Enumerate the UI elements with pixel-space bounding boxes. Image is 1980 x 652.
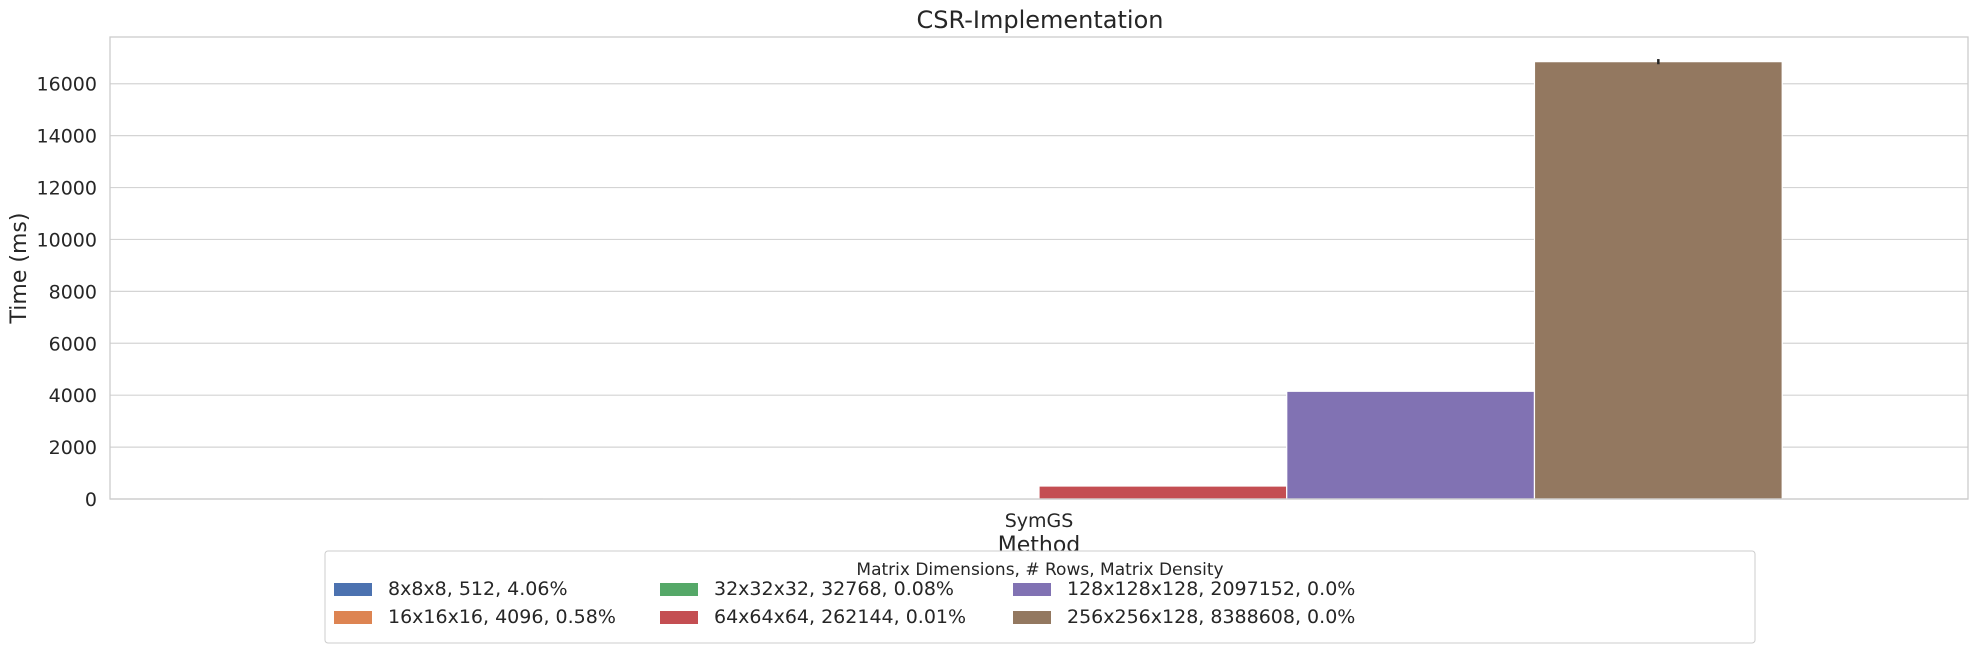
legend-item: 256x256x128, 8388608, 0.0%	[1013, 606, 1355, 628]
x-tick-label: SymGS	[1005, 510, 1074, 532]
y-tick-label: 14000	[37, 126, 97, 148]
y-tick-label: 10000	[37, 229, 97, 251]
legend-label: 64x64x64, 262144, 0.01%	[714, 606, 966, 628]
legend-items: 8x8x8, 512, 4.06% 16x16x16, 4096, 0.58% 32…	[334, 578, 1355, 628]
legend-item: 64x64x64, 262144, 0.01%	[660, 606, 966, 628]
y-tick-label: 8000	[49, 281, 97, 303]
bars	[295, 59, 1783, 500]
legend-label: 8x8x8, 512, 4.06%	[388, 578, 568, 600]
y-axis-ticks: 0 2000 4000 6000 8000 10000 12000 14000 16000	[37, 74, 97, 511]
chart-title: CSR-Implementation	[917, 6, 1164, 34]
y-tick-label: 12000	[37, 178, 97, 200]
y-tick-label: 2000	[49, 437, 97, 459]
y-axis-label: Time (ms)	[7, 213, 32, 325]
grid-lines	[110, 83, 1968, 500]
y-tick-label: 16000	[37, 74, 97, 96]
legend-label: 32x32x32, 32768, 0.08%	[714, 578, 954, 600]
legend-title: Matrix Dimensions, # Rows, Matrix Densit…	[856, 560, 1223, 580]
y-tick-label: 0	[85, 489, 97, 511]
legend-swatch	[334, 611, 372, 624]
plot-frame	[109, 36, 1969, 500]
legend-swatch	[334, 583, 372, 596]
legend-item: 16x16x16, 4096, 0.58%	[334, 606, 616, 628]
legend-swatch	[1013, 611, 1051, 624]
legend-item: 32x32x32, 32768, 0.08%	[660, 578, 954, 600]
legend-label: 256x256x128, 8388608, 0.0%	[1067, 606, 1355, 628]
bar	[1286, 390, 1536, 500]
bar	[1038, 485, 1288, 500]
legend-label: 16x16x16, 4096, 0.58%	[388, 606, 616, 628]
bar	[1533, 61, 1783, 500]
legend-item: 8x8x8, 512, 4.06%	[334, 578, 568, 600]
legend-swatch	[660, 611, 698, 624]
x-axis-ticks: SymGS	[1005, 510, 1074, 532]
legend-swatch	[660, 583, 698, 596]
legend-item: 128x128x128, 2097152, 0.0%	[1013, 578, 1355, 600]
y-tick-label: 6000	[49, 333, 97, 355]
legend-label: 128x128x128, 2097152, 0.0%	[1067, 578, 1355, 600]
legend-swatch	[1013, 583, 1051, 596]
y-tick-label: 4000	[49, 385, 97, 407]
legend: Matrix Dimensions, # Rows, Matrix Densit…	[324, 550, 1756, 644]
